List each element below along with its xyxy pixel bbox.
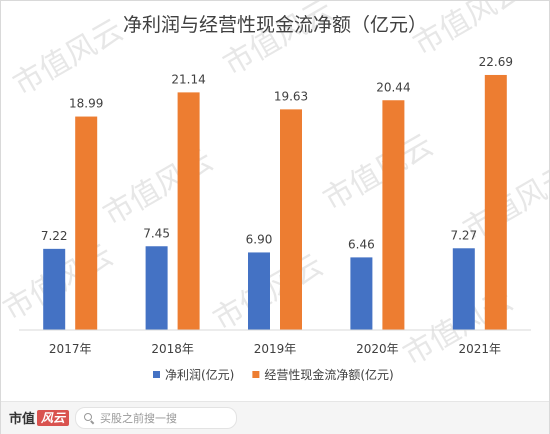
logo-script: 风云: [37, 409, 70, 426]
x-tick-label: 2020年: [356, 342, 399, 356]
x-tick-label: 2021年: [459, 342, 502, 356]
data-label: 22.69: [479, 55, 513, 69]
bar-chart: 市值风云市值风云市值风云市值风云市值风云市值风云市值风云市值风云市值风云 净利润…: [1, 1, 549, 382]
legend-label-1: 净利润(亿元): [165, 367, 234, 382]
data-label: 7.45: [143, 226, 170, 240]
data-label: 18.99: [69, 97, 103, 111]
data-label: 7.22: [41, 229, 68, 243]
bar-series-1-4: [350, 257, 373, 330]
legend: 净利润(亿元) 经营性现金流净额(亿元): [153, 367, 394, 382]
bar-series-2-1: [75, 116, 98, 330]
logo-text: 市值: [9, 412, 36, 427]
data-label: 20.44: [376, 80, 410, 94]
bar-series-2-3: [280, 109, 302, 331]
x-axis-ticks: 2017年 2018年 2019年 2020年 2021年: [49, 342, 501, 356]
bar-series-1-3: [248, 252, 270, 330]
x-tick-label: 2018年: [151, 342, 194, 356]
legend-swatch-2: [252, 371, 260, 378]
x-tick-label: 2019年: [254, 342, 297, 356]
chart-title: 净利润与经营性现金流净额（亿元）: [123, 14, 427, 36]
data-label: 21.14: [171, 72, 205, 86]
footer-bar: 市值 风云 买股之前搜一搜: [1, 401, 549, 434]
watermark-text: 市值风云: [98, 143, 219, 233]
bar-series-2-5: [484, 74, 507, 330]
bar-series-1-1: [43, 248, 66, 330]
bar-series-1-5: [452, 248, 475, 330]
x-tick-label: 2017年: [49, 342, 92, 356]
data-label: 19.63: [274, 89, 308, 103]
search-box[interactable]: 买股之前搜一搜: [75, 407, 237, 429]
data-label: 7.27: [450, 228, 477, 242]
data-label: 6.46: [348, 237, 375, 251]
bar-series-2-4: [382, 100, 405, 331]
bars-group: 7.22 18.99 7.45 21.14 6.90 19.63 6.46 20.44 7.27…: [41, 55, 513, 331]
legend-swatch-1: [153, 371, 160, 378]
search-placeholder: 买股之前搜一搜: [100, 412, 177, 425]
search-icon: [84, 413, 94, 423]
data-label: 6.90: [246, 232, 273, 246]
legend-label-2: 经营性现金流净额(亿元): [264, 367, 393, 382]
brand-logo: 市值 风云: [9, 408, 70, 427]
watermark-text: 市值风云: [318, 128, 439, 218]
bar-series-1-2: [145, 246, 168, 330]
watermark-text: 市值风云: [8, 13, 129, 103]
bar-series-2-2: [177, 92, 200, 330]
